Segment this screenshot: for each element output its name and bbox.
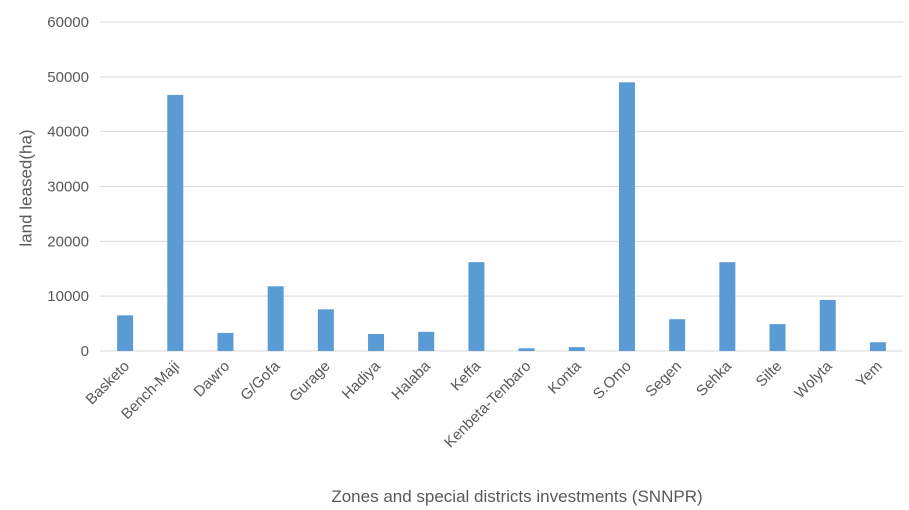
x-tick-label: Yem — [853, 358, 886, 391]
bar-konta — [568, 347, 585, 351]
y-tick-label: 60000 — [47, 14, 89, 31]
bar-basketo — [117, 315, 134, 351]
x-tick-label: Hadiya — [339, 357, 385, 403]
x-tick-label: Dawro — [191, 358, 234, 401]
x-tick-label: Keffa — [448, 357, 485, 394]
y-tick-label: 10000 — [47, 288, 89, 305]
x-tick-label: Silte — [753, 358, 786, 391]
bar-yem — [869, 342, 886, 351]
x-tick-label: Basketo — [83, 358, 133, 408]
bar-s-omo — [618, 82, 635, 352]
y-axis-ticks: 0 10000 20000 30000 40000 50000 60000 — [47, 14, 89, 360]
bar-g-gofa — [267, 286, 284, 351]
bar-hadiya — [368, 334, 385, 351]
y-tick-label: 0 — [81, 343, 89, 360]
bar-segen — [669, 319, 686, 351]
bar-halaba — [418, 331, 435, 351]
x-tick-label: Wolyta — [791, 357, 836, 402]
x-tick-label: Gurage — [286, 358, 333, 405]
x-tick-label: Kenbeta-Tenbaro — [441, 358, 534, 451]
x-axis-title: Zones and special districts investments … — [331, 487, 702, 506]
x-tick-label: Halaba — [388, 357, 434, 403]
x-tick-label: S.Omo — [590, 358, 635, 403]
x-tick-label: Sehka — [693, 357, 736, 400]
y-tick-label: 30000 — [47, 179, 89, 196]
bar-gurage — [317, 309, 334, 351]
bar-silte — [769, 324, 786, 351]
bars — [117, 82, 886, 352]
x-tick-label: G/Gofa — [237, 357, 284, 404]
y-axis-title: land leased(ha) — [16, 129, 35, 246]
bar-dawro — [217, 332, 234, 351]
bar-kenbeta-tenbaro — [518, 348, 535, 351]
bar-keffa — [468, 262, 485, 351]
bar-sehka — [719, 262, 736, 351]
bar-wolyta — [819, 300, 836, 351]
gridlines — [100, 21, 903, 297]
y-tick-label: 50000 — [47, 69, 89, 86]
y-tick-label: 20000 — [47, 233, 89, 250]
x-tick-label: Konta — [545, 357, 585, 397]
y-tick-label: 40000 — [47, 124, 89, 141]
bar-bench-maji — [167, 94, 184, 351]
x-tick-label: Segen — [642, 358, 685, 401]
